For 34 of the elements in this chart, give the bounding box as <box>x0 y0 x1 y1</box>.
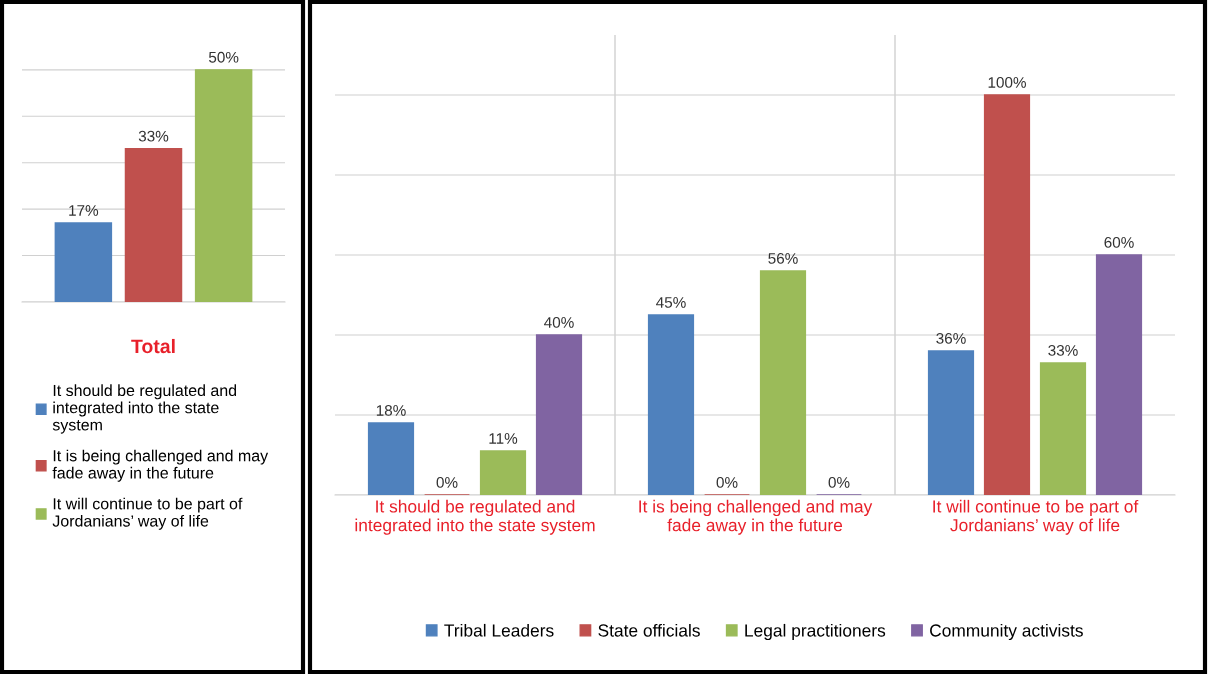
bar <box>647 314 695 495</box>
legend-label: Tribal Leaders <box>444 623 554 637</box>
legend-label: State officials <box>598 623 700 637</box>
data-label: 33% <box>1048 345 1078 356</box>
data-label: 36% <box>936 333 966 344</box>
legend-label: Legal practitioners <box>745 623 886 641</box>
data-label: 18% <box>376 404 406 416</box>
bar <box>759 270 807 495</box>
data-label: 17% <box>69 205 99 216</box>
bar <box>983 94 1031 495</box>
bar <box>1095 254 1143 495</box>
bar <box>1039 362 1087 495</box>
legend-label: Community activists <box>930 623 1083 641</box>
data-label: 45% <box>656 297 686 308</box>
text: Total <box>131 338 175 354</box>
data-label: 56% <box>768 253 798 264</box>
bar <box>535 334 583 495</box>
data-label: 50% <box>208 51 239 63</box>
bar <box>479 450 527 495</box>
data-label: 0% <box>436 476 458 488</box>
data-label: 60% <box>1104 237 1134 248</box>
bar <box>367 422 415 495</box>
data-label: 100% <box>988 77 1026 88</box>
data-label: 0% <box>828 476 850 488</box>
legend-label: It should be regulated and integrated into the state system <box>52 384 237 434</box>
data-label: 11% <box>489 433 518 444</box>
legend-label: It is being challenged and may fade away in the future <box>52 449 269 482</box>
bar <box>927 350 975 495</box>
data-label: 40% <box>544 316 574 328</box>
data-label: 33% <box>138 130 169 142</box>
data-label: 0% <box>716 476 738 488</box>
x-tick-label: It is being challenged and may fade away in the future <box>639 499 873 535</box>
x-tick-label: It will continue to be part of Jordanians’ way of life <box>933 499 1139 535</box>
x-tick-label: It should be regulated and integrated into the state system <box>355 499 595 535</box>
